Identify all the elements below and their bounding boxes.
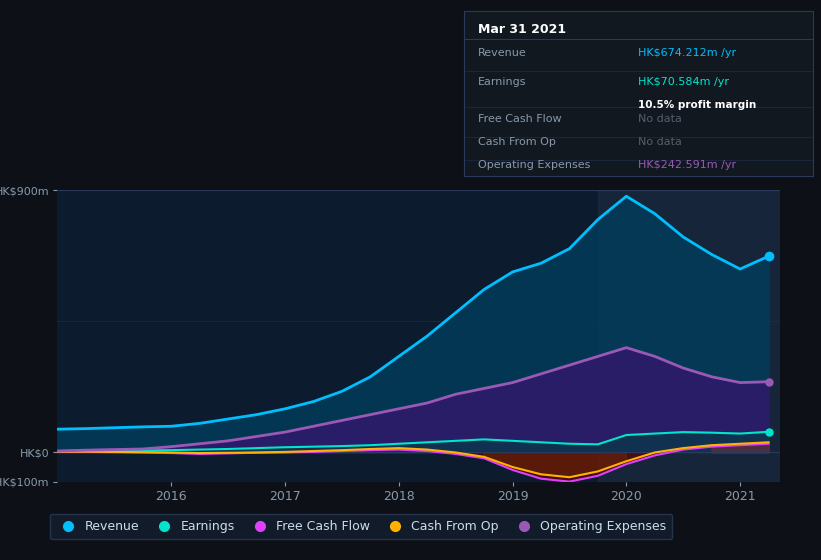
Bar bbox=[598, 190, 780, 482]
Text: No data: No data bbox=[639, 137, 682, 147]
Text: Revenue: Revenue bbox=[478, 48, 526, 58]
Text: Cash From Op: Cash From Op bbox=[478, 137, 556, 147]
Text: Earnings: Earnings bbox=[478, 77, 526, 87]
Legend: Revenue, Earnings, Free Cash Flow, Cash From Op, Operating Expenses: Revenue, Earnings, Free Cash Flow, Cash … bbox=[49, 514, 672, 539]
Text: No data: No data bbox=[639, 114, 682, 124]
Text: HK$70.584m /yr: HK$70.584m /yr bbox=[639, 77, 729, 87]
Text: Mar 31 2021: Mar 31 2021 bbox=[478, 23, 566, 36]
Text: Free Cash Flow: Free Cash Flow bbox=[478, 114, 562, 124]
Text: HK$242.591m /yr: HK$242.591m /yr bbox=[639, 160, 736, 170]
Text: 10.5% profit margin: 10.5% profit margin bbox=[639, 100, 757, 110]
Text: HK$674.212m /yr: HK$674.212m /yr bbox=[639, 48, 736, 58]
Text: Operating Expenses: Operating Expenses bbox=[478, 160, 590, 170]
